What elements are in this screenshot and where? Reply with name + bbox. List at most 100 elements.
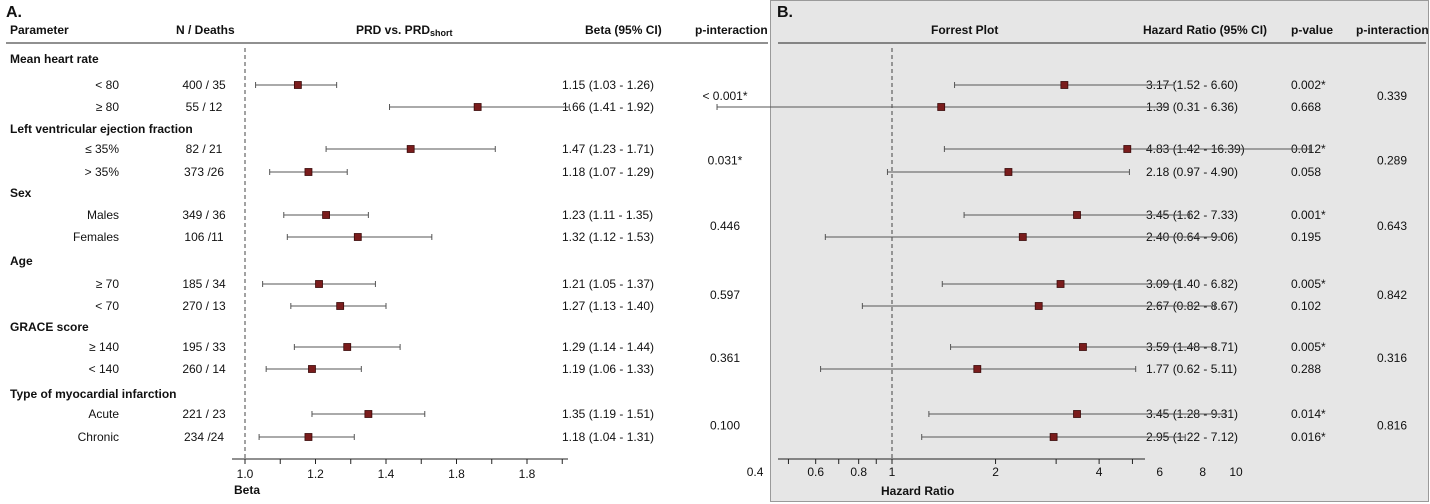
panel-b-letter: B. [777, 4, 793, 21]
x-tick-label-beta: 1.8 [448, 467, 465, 481]
p-interaction-a: 0.361 [710, 351, 740, 365]
x-tick-label-hazard-ratio: 0.4 [747, 465, 764, 479]
point-estimate-beta [293, 81, 302, 89]
x-tick-label-hazard-ratio: 10 [1229, 465, 1243, 479]
row-label: ≥ 140 [89, 340, 119, 354]
point-estimate-hazard-ratio [1049, 433, 1058, 441]
row-beta-ci: 1.19 (1.06 - 1.33) [562, 362, 654, 376]
row-hazard-ratio-ci: 3.45 (1.62 - 7.33) [1146, 208, 1238, 222]
point-estimate-beta [336, 302, 345, 310]
row-beta-ci: 1.29 (1.14 - 1.44) [562, 340, 654, 354]
point-estimate-hazard-ratio [1073, 410, 1081, 418]
group-label: Sex [10, 186, 32, 200]
panel-a-letter: A. [6, 4, 22, 21]
x-tick-label-beta: 1.8 [519, 467, 536, 481]
row-beta-ci: 1.23 (1.11 - 1.35) [562, 208, 653, 222]
p-interaction-a: 0.597 [710, 288, 740, 302]
row-label: ≥ 80 [96, 100, 120, 114]
row-n-deaths: 260 / 14 [182, 362, 226, 376]
row-label: > 35% [85, 165, 120, 179]
point-estimate-hazard-ratio [973, 365, 982, 373]
row-label: < 80 [95, 78, 119, 92]
x-tick-label-hazard-ratio: 0.8 [850, 465, 867, 479]
point-estimate-hazard-ratio [1018, 233, 1027, 241]
header-p-value: p-value [1291, 23, 1333, 37]
row-n-deaths: 234 /24 [184, 430, 224, 444]
row-n-deaths: 221 / 23 [182, 407, 226, 421]
point-estimate-hazard-ratio [1073, 211, 1081, 219]
point-estimate-hazard-ratio [1123, 145, 1132, 153]
row-p-value: 0.288 [1291, 362, 1321, 376]
row-beta-ci: 1.21 (1.05 - 1.37) [562, 277, 654, 291]
row-beta-ci: 1.66 (1.41 - 1.92) [562, 100, 654, 114]
point-estimate-beta [315, 280, 323, 288]
row-n-deaths: 106 /11 [184, 230, 223, 244]
header-parameter: Parameter [10, 23, 69, 37]
point-estimate-hazard-ratio [1034, 302, 1043, 310]
row-n-deaths: 349 / 36 [182, 208, 226, 222]
row-hazard-ratio-ci: 1.39 (0.31 - 6.36) [1146, 100, 1238, 114]
dynamic-content: 1.0 1.2 1.4 1.8 1.8 0.4 0.6 0.8 1 2 4 6 8 10 Mean hear… [10, 48, 1407, 481]
row-n-deaths: 270 / 13 [182, 299, 226, 313]
header-forrest-plot: Forrest Plot [931, 23, 998, 37]
row-hazard-ratio-ci: 3.09 (1.40 - 6.82) [1146, 277, 1238, 291]
header-prd-vs-prdshort: PRD vs. PRDshort [356, 23, 453, 38]
row-n-deaths: 400 / 35 [182, 78, 226, 92]
panel-b-background [770, 0, 1429, 502]
point-estimate-beta [308, 365, 316, 373]
row-label: Males [87, 208, 119, 222]
row-n-deaths: 185 / 34 [182, 277, 226, 291]
row-hazard-ratio-ci: 1.77 (0.62 - 5.11) [1146, 362, 1237, 376]
p-interaction-a: 0.446 [710, 219, 740, 233]
row-label: Females [73, 230, 119, 244]
group-label: Left ventricular ejection fraction [10, 122, 193, 136]
row-beta-ci: 1.27 (1.13 - 1.40) [562, 299, 654, 313]
p-interaction-b: 0.816 [1377, 419, 1407, 433]
point-estimate-hazard-ratio [937, 103, 946, 111]
header-prd-sub: short [430, 28, 453, 38]
p-interaction-a: 0.100 [710, 419, 740, 433]
x-tick-label-hazard-ratio: 4 [1096, 465, 1103, 479]
row-hazard-ratio-ci: 2.95 (1.22 - 7.12) [1146, 430, 1238, 444]
row-p-value: 0.014* [1291, 407, 1326, 421]
row-hazard-ratio-ci: 3.17 (1.52 - 6.60) [1146, 78, 1238, 92]
p-interaction-b: 0.289 [1377, 154, 1407, 168]
p-interaction-a: 0.031* [708, 154, 743, 168]
point-estimate-hazard-ratio [1079, 343, 1087, 351]
axis-label-beta: Beta [234, 483, 260, 497]
point-estimate-beta [473, 103, 482, 111]
point-estimate-beta [343, 343, 352, 351]
row-p-value: 0.668 [1291, 100, 1321, 114]
x-tick-label-hazard-ratio: 1 [889, 465, 896, 479]
x-tick-label-hazard-ratio: 2 [992, 465, 999, 479]
p-interaction-a: < 0.001* [702, 89, 747, 103]
x-tick-label-beta: 1.2 [307, 467, 324, 481]
row-label: Chronic [78, 430, 119, 444]
point-estimate-beta [322, 211, 330, 219]
header-n-deaths: N / Deaths [176, 23, 235, 37]
row-beta-ci: 1.35 (1.19 - 1.51) [562, 407, 654, 421]
header-hazard-ratio-ci: Hazard Ratio (95% CI) [1143, 23, 1267, 37]
row-beta-ci: 1.32 (1.12 - 1.53) [562, 230, 654, 244]
header-p-interaction-b: p-interaction [1356, 23, 1429, 37]
axis-label-hazard-ratio: Hazard Ratio [881, 484, 954, 498]
point-estimate-beta [406, 145, 415, 153]
x-tick-label-beta: 1.4 [378, 467, 395, 481]
row-beta-ci: 1.47 (1.23 - 1.71) [562, 142, 654, 156]
x-tick-label-beta: 1.0 [237, 467, 254, 481]
row-p-value: 0.016* [1291, 430, 1326, 444]
group-label: Age [10, 254, 33, 268]
row-p-value: 0.005* [1291, 277, 1326, 291]
row-p-value: 0.002* [1291, 78, 1326, 92]
point-estimate-hazard-ratio [1060, 81, 1069, 89]
header-prd-prefix: PRD vs. PRD [356, 23, 430, 37]
row-p-value: 0.001* [1291, 208, 1326, 222]
p-interaction-b: 0.643 [1377, 219, 1407, 233]
x-tick-label-hazard-ratio: 6 [1156, 465, 1163, 479]
row-p-value: 0.005* [1291, 340, 1326, 354]
point-estimate-beta [304, 433, 313, 441]
row-beta-ci: 1.18 (1.07 - 1.29) [562, 165, 654, 179]
point-estimate-beta [304, 168, 313, 176]
